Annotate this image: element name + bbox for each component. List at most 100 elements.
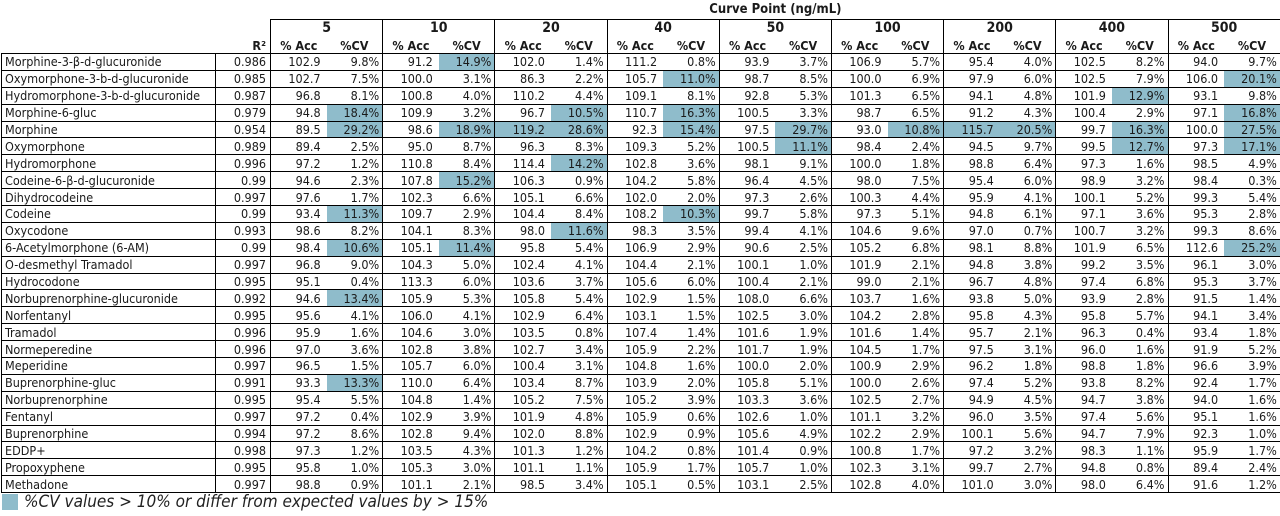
cv-value: 4.8% (999, 86, 1057, 105)
table-row: Hydromorphone-3-b-d-glucuronide 0.987 96.8… (1, 86, 1280, 105)
acc-value: 100.9 (830, 357, 888, 375)
cv-value: 8.6% (1224, 221, 1280, 240)
cv-value: 5.2% (663, 137, 720, 155)
r2-value: 0.997 (215, 357, 271, 375)
cv-value: 3.2% (438, 103, 496, 122)
cv-value: 5.6% (1111, 407, 1169, 426)
acc-value: 101.9 (1055, 238, 1112, 257)
acc-value: 103.1 (606, 306, 664, 324)
acc-value: 96.8 (269, 255, 327, 274)
cv-value: 4.4% (887, 188, 945, 206)
acc-value: 97.5 (943, 340, 1000, 358)
acc-value: 93.3 (269, 373, 327, 392)
acc-value: 105.6 (718, 424, 776, 442)
r2-value: 0.997 (215, 255, 271, 274)
r2-value: 0.997 (215, 407, 271, 426)
cv-value: 16.8% (1224, 103, 1280, 122)
table-row: Codeine-6-β-d-glucuronide 0.99 94.6 2.3% 107… (1, 171, 1280, 189)
compound-name: Norbuprenorphine (1, 390, 216, 409)
cv-value: 2.6% (775, 188, 832, 206)
cv-value: 3.8% (438, 340, 496, 358)
acc-header: % Acc (830, 37, 888, 54)
cv-value: 6.4% (999, 154, 1057, 172)
acc-value: 95.6 (269, 306, 327, 324)
r2-value: 0.992 (215, 289, 271, 307)
acc-value: 114.4 (494, 154, 551, 172)
cv-value: 0.7% (999, 221, 1057, 240)
acc-value: 92.3 (606, 120, 664, 138)
cv-value: 1.6% (663, 357, 720, 375)
compound-name: O-desmethyl Tramadol (1, 255, 216, 274)
cv-value: 5.1% (775, 373, 832, 392)
acc-header: % Acc (1167, 37, 1225, 54)
acc-value: 109.3 (606, 137, 664, 155)
cv-value: 2.7% (999, 458, 1057, 476)
acc-value: 95.9 (1167, 441, 1225, 459)
cv-value: 2.5% (326, 137, 384, 155)
acc-value: 97.2 (943, 441, 1000, 459)
cv-value: 18.4% (326, 103, 384, 122)
acc-value: 99.5 (1055, 137, 1112, 155)
cv-value: 5.4% (550, 238, 608, 257)
cv-value: 5.3% (775, 86, 832, 105)
r2-value: 0.99 (215, 238, 271, 257)
acc-value: 101.9 (1055, 86, 1112, 105)
cv-value: 5.0% (999, 289, 1057, 307)
acc-value: 95.1 (269, 272, 327, 290)
acc-value: 94.8 (943, 255, 1000, 274)
cv-header: %CV (775, 37, 832, 54)
table-row: Methadone 0.997 98.8 0.9% 101.1 2.1% 98.5 3.4% 1… (1, 475, 1280, 494)
cv-value: 6.6% (775, 289, 832, 307)
cv-value: 8.2% (1111, 373, 1169, 392)
cv-header: %CV (438, 37, 496, 54)
cv-value: 1.6% (326, 323, 384, 341)
cv-value: 3.7% (1224, 272, 1280, 290)
acc-value: 102.5 (718, 306, 776, 324)
cv-value: 8.1% (663, 86, 720, 105)
curve-point-table: Curve Point (ng/mL) 5 10 20 40 50 100 200 400 50… (1, 0, 1280, 494)
cv-value: 2.1% (663, 255, 720, 274)
cv-value: 1.4% (550, 53, 608, 71)
acc-value: 104.4 (606, 255, 664, 274)
cv-value: 11.0% (663, 69, 720, 88)
acc-value: 98.1 (718, 154, 776, 172)
header-spacer (2, 0, 271, 20)
r2-value: 0.99 (215, 171, 271, 189)
cv-value: 0.8% (550, 323, 608, 341)
cv-value: 2.8% (1111, 289, 1169, 307)
cv-value: 0.9% (663, 424, 720, 442)
header-spacer (2, 20, 271, 38)
acc-value: 103.5 (382, 441, 439, 459)
acc-value: 105.2 (830, 238, 888, 257)
cv-value: 10.6% (326, 238, 384, 257)
r2-header: R² (215, 37, 271, 54)
cv-value: 2.1% (775, 272, 832, 290)
acc-value: 102.8 (382, 340, 439, 358)
acc-value: 103.4 (494, 373, 551, 392)
acc-value: 96.1 (1167, 255, 1225, 274)
acc-value: 103.1 (718, 475, 776, 494)
acc-value: 94.1 (1167, 306, 1225, 324)
cv-value: 7.5% (550, 390, 608, 409)
cv-value: 4.3% (438, 441, 496, 459)
r2-value: 0.99 (215, 205, 271, 223)
cv-value: 8.8% (999, 238, 1057, 257)
cv-header: %CV (887, 37, 945, 54)
cv-value: 5.4% (1224, 188, 1280, 206)
acc-value: 93.9 (718, 53, 776, 71)
acc-value: 110.8 (382, 154, 439, 172)
r2-value: 0.991 (215, 373, 271, 392)
acc-value: 99.2 (1055, 255, 1112, 274)
acc-value: 102.2 (830, 424, 888, 442)
acc-value: 104.2 (606, 171, 664, 189)
cv-value: 1.7% (663, 458, 720, 476)
acc-value: 98.0 (494, 221, 551, 240)
cv-value: 4.0% (999, 53, 1057, 71)
cv-value: 9.6% (887, 221, 945, 240)
cv-value: 1.4% (663, 323, 720, 341)
acc-value: 95.3 (1167, 272, 1225, 290)
cv-value: 1.2% (550, 441, 608, 459)
acc-value: 98.1 (943, 238, 1000, 257)
acc-header: % Acc (606, 37, 664, 54)
acc-value: 104.2 (606, 441, 664, 459)
